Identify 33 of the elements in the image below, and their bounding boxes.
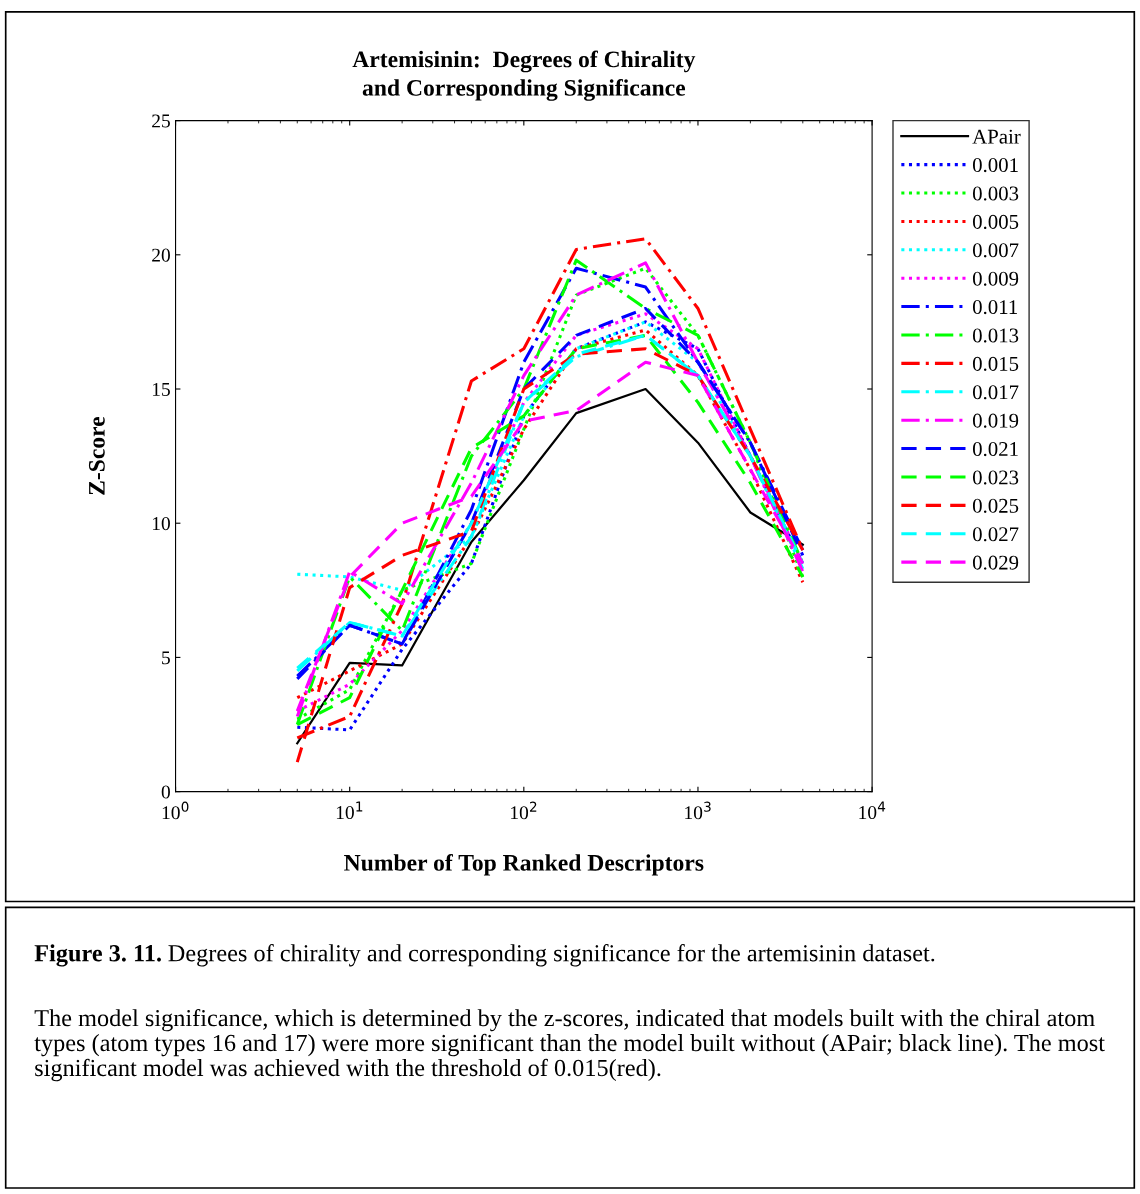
y-tick-label: 15 <box>152 382 170 396</box>
caption: Figure 3. 11. <box>34 944 161 967</box>
legend-label: 0.001 <box>972 158 1018 173</box>
x-tick-label: 10$^{2}$ <box>511 801 537 820</box>
x-tick-label: 10$^{1}$ <box>336 801 363 820</box>
legend-label: 0.013 <box>972 328 1019 343</box>
legend-label: 0.007 <box>972 243 1019 258</box>
y-tick-label: 20 <box>152 248 170 262</box>
legend-label: 0.017 <box>972 385 1019 400</box>
y-tick-label: 0 <box>161 785 170 799</box>
legend-label: 0.011 <box>972 300 1018 315</box>
x-axis-title: Number of Top Ranked Descriptors <box>344 853 704 876</box>
legend-label: 0.009 <box>972 271 1019 286</box>
y-tick-label: 10 <box>152 517 170 531</box>
legend-label: 0.027 <box>972 527 1019 542</box>
y-tick-label: 5 <box>162 651 170 665</box>
text: Degrees of chirality and corresponding significance for the artemisinin dataset. <box>168 944 935 967</box>
legend-label: 0.003 <box>972 186 1019 201</box>
x-tick-label: 10$^{0}$ <box>162 801 189 820</box>
legend-label: 0.023 <box>972 470 1019 485</box>
legend-label: 0.025 <box>972 498 1019 513</box>
legend-label: 0.021 <box>972 442 1018 457</box>
y-tick-label: 25 <box>152 114 170 128</box>
legend-label: 0.005 <box>972 214 1019 229</box>
legend-label: 0.015 <box>972 356 1019 371</box>
legend-label: 0.019 <box>972 413 1019 428</box>
text: The model significance, which is determined by the z-scores, indicated that models built with the chiral atom types (atom types 16 and 17) were more significant than the model built without (APair; black line). The most significant model was achieved with the threshold of 0.015(red). <box>34 1008 1105 1082</box>
x-tick-label: 10$^{4}$ <box>859 801 886 820</box>
legend-label: 0.029 <box>972 555 1019 570</box>
chart-title: Artemisinin: Degrees of Chirality and Corresponding Significance <box>352 50 696 101</box>
x-tick-label: 10$^{3}$ <box>685 801 711 820</box>
legend-label: APair <box>972 129 1021 144</box>
y-axis-title: Z-Score <box>88 416 105 495</box>
